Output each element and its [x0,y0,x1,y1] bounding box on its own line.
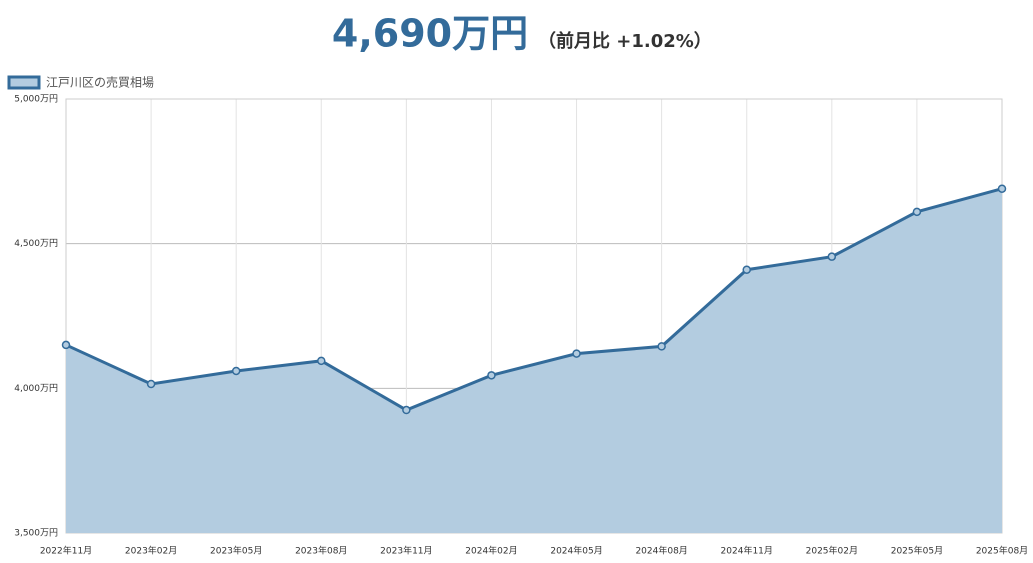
point [742,265,751,274]
line [65,187,1003,412]
x-tick-label: 2025年05月 [891,545,943,557]
point [317,356,326,366]
y-tick-label: 4,000万円 [14,383,58,394]
x-tick-label: 2023年05月 [210,545,262,557]
y-tick-label: 4,500万円 [14,238,58,249]
x-tick-label: 2024年02月 [465,545,517,557]
x-tick-label: 2022年11月 [40,545,92,557]
chart-title: 4,690万円 [332,12,528,56]
point [146,379,156,389]
point [827,252,837,261]
x-tick-label: 2024年11月 [721,545,773,557]
point [657,342,666,351]
x-tick-label: 2023年02月 [125,545,177,557]
x-tick-label: 2023年08月 [295,545,347,557]
area [66,188,1002,533]
point [572,349,581,358]
x-tick-label: 2023年11月 [380,545,432,557]
point [912,207,922,217]
point [231,366,241,376]
x-tick-label: 2024年08月 [635,545,687,557]
chart-subtitle: （前月比 +1.02%） [538,30,712,52]
point [997,184,1007,193]
y-tick-label: 3,500万円 [14,528,58,539]
legend-swatch [7,75,41,90]
y-tick-label: 5,000万円 [14,94,58,105]
point [487,371,496,380]
x-tick-label: 2024年05月 [550,545,602,557]
legend-label: 江戸川区の売買相場 [46,75,154,90]
x-tick-label: 2025年02月 [806,545,858,557]
point [61,340,71,350]
point [402,405,411,415]
x-tick-label: 2025年08月 [976,545,1028,557]
